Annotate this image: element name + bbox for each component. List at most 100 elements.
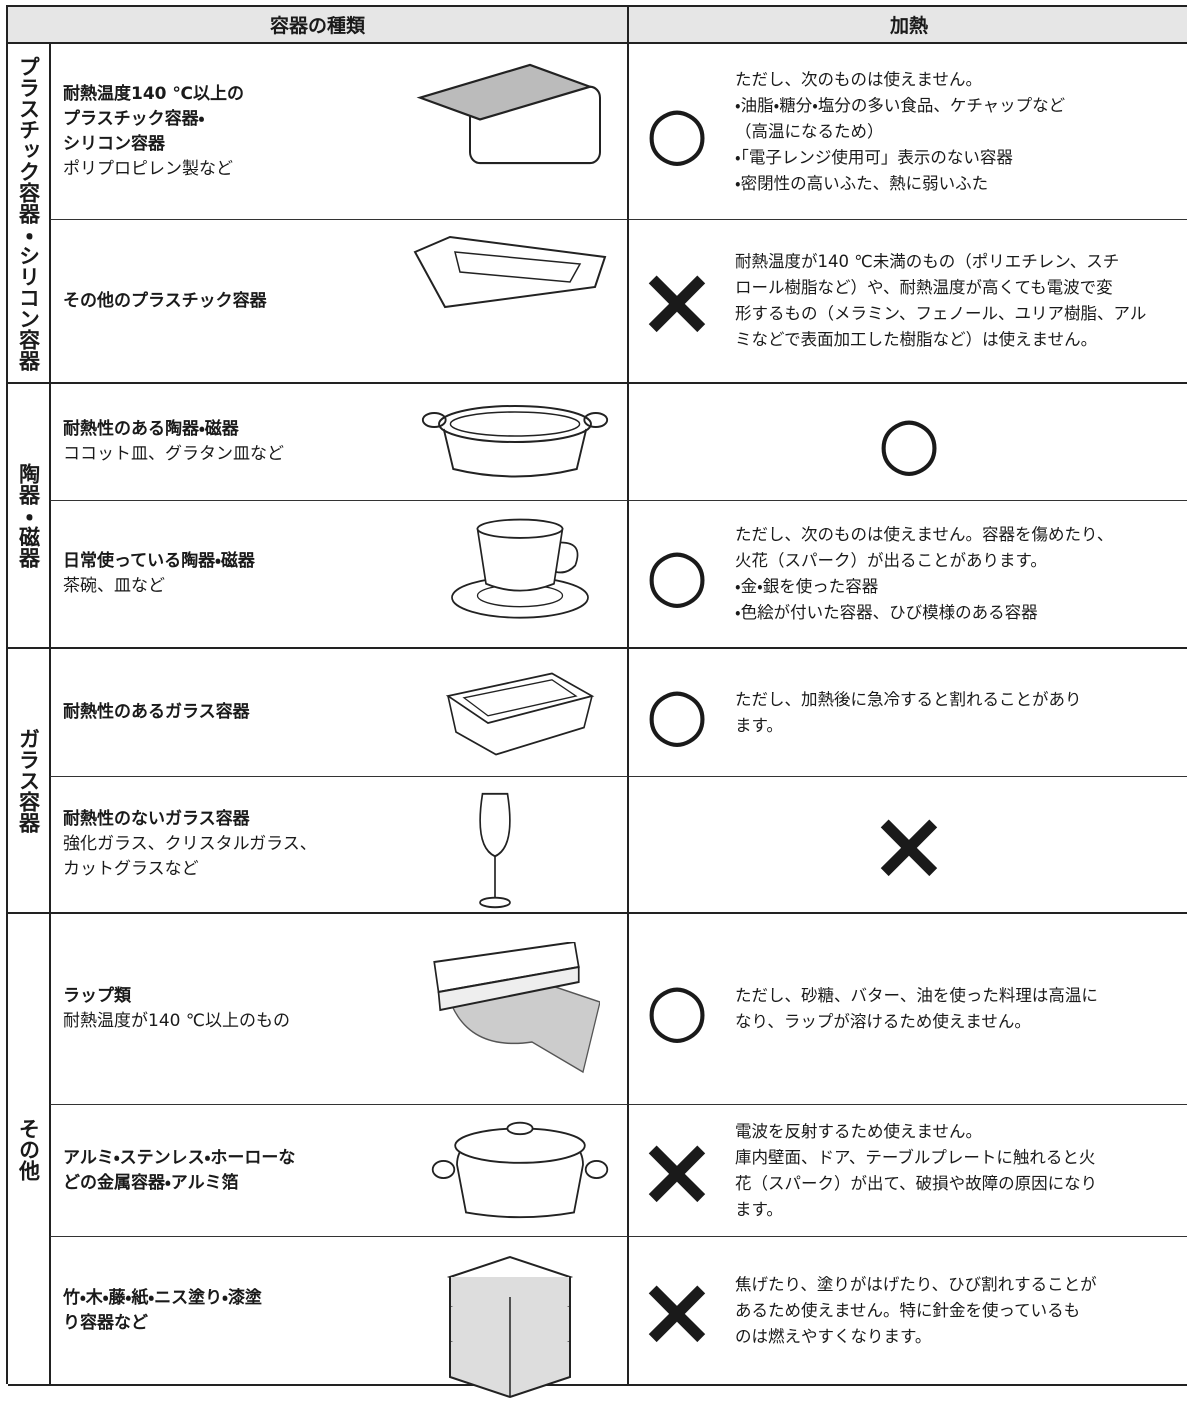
note-line: ・「電子レンジ使用可」表示のない容器 <box>735 147 1013 167</box>
container-name: アルミ・ステンレス・ホーローな <box>63 1147 296 1168</box>
container-name: 耐熱性のある陶器・磁器 <box>63 419 239 439</box>
container-sub: ポリプロピレン製など <box>63 158 233 179</box>
note-line: 電波を反射するため使えません。 <box>735 1121 983 1141</box>
mark-circle: ○ <box>645 670 709 755</box>
note-line: 火花（スパーク）が出ることがあります。 <box>735 551 1047 570</box>
illustration-svg <box>445 672 595 756</box>
mark-circle: ○ <box>645 967 709 1051</box>
container-cell: アルミ・ステンレス・ホーローな どの金属容器・アルミ箔 <box>49 1105 629 1237</box>
container-text: ラップ類 耐熱温度が140 ℃以上のもの <box>63 914 290 1104</box>
mark-circle: ○ <box>877 400 941 484</box>
container-illustration <box>420 394 610 484</box>
container-name: 耐熱性のあるガラス容器 <box>63 702 250 722</box>
container-sub: ココット皿、グラタン皿など <box>63 444 284 464</box>
note-line: なり、ラップが溶けるため使えません。 <box>735 1012 1031 1031</box>
note-line: （高温になるため） <box>735 121 884 141</box>
container-illustration <box>440 1252 580 1402</box>
illustration-svg <box>446 1255 574 1399</box>
container-name: 日常使っている陶器・磁器 <box>63 551 255 571</box>
container-illustration <box>430 940 601 1082</box>
container-cell: 日常使っている陶器・磁器 茶碗、皿など <box>49 501 629 649</box>
note-line: ただし、次のものは使えません。 <box>735 69 983 89</box>
note-line: ます。 <box>735 715 783 735</box>
container-cell: 耐熱性のある陶器・磁器ココット皿、グラタン皿など <box>49 384 629 501</box>
container-text: 耐熱温度140 ℃以上の プラスチック容器・ シリコン容器 ポリプロピレン製など <box>63 44 244 219</box>
heating-cell: ○ ただし、次のものは使えません。容器を傷めたり、 火花（スパーク）が出ることがあり… <box>629 501 1187 649</box>
container-text: 耐熱性のないガラス容器強化ガラス、クリスタルガラス、 カットグラスなど <box>63 777 317 912</box>
illustration-svg <box>416 63 601 165</box>
heating-cell: ○ ただし、砂糖、バター、油を使った料理は高温に なり、ラップが溶けるため使えません… <box>629 914 1187 1105</box>
illustration-svg <box>431 1121 609 1219</box>
note-line: 花（スパーク）が出て、破損や故障の原因になり <box>735 1173 1098 1193</box>
note-line: ます。 <box>735 1199 783 1219</box>
container-text: アルミ・ステンレス・ホーローな どの金属容器・アルミ箔 <box>63 1105 295 1236</box>
heating-cell: × 電波を反射するため使えません。 庫内壁面、ドア、テーブルプレートに触れると火 花（… <box>629 1105 1187 1237</box>
container-name: シリコン容器 <box>63 133 165 154</box>
illustration-svg <box>433 940 601 1074</box>
heating-cell: × 焦げたり、塗りがはげたり、ひび割れすることが あるため使えません。特に針金を使っ… <box>629 1237 1187 1386</box>
container-text: 竹・木・藤・紙・ニス塗り・漆塗 り容器など <box>63 1237 262 1384</box>
container-sub: 茶碗、皿など <box>63 576 165 596</box>
heating-cell: ○ ただし、加熱後に急冷すると割れることがあり ます。 <box>629 649 1187 777</box>
group-label: ガラス容器 <box>8 649 49 914</box>
note-line: ただし、加熱後に急冷すると割れることがあり <box>735 689 1082 709</box>
note-line: 耐熱温度が140 ℃未満のもの（ポリエチレン、スチ <box>735 252 1120 271</box>
note-line: ただし、次のものは使えません。容器を傷めたり、 <box>735 525 1114 544</box>
heating-note: ただし、砂糖、バター、油を使った料理は高温に なり、ラップが溶けるため使えません。 <box>735 914 1098 1104</box>
note-line: ロール樹脂など）や、耐熱温度が高くても電波で変 <box>735 278 1113 297</box>
container-name: どの金属容器・アルミ箔 <box>63 1172 239 1193</box>
heating-cell: ○ <box>629 384 1187 501</box>
container-cell: 耐熱性のないガラス容器強化ガラス、クリスタルガラス、 カットグラスなど <box>49 777 629 914</box>
container-cell: 竹・木・藤・紙・ニス塗り・漆塗 り容器など <box>49 1237 629 1399</box>
note-line: 形するもの（メラミン、フェノール、ユリア樹脂、アル <box>735 304 1147 323</box>
container-sub: カットグラスなど <box>63 859 199 879</box>
container-name: 耐熱温度140 ℃以上の <box>63 83 244 104</box>
note-line: ただし、砂糖、バター、油を使った料理は高温に <box>735 986 1098 1005</box>
note-line: ミなどで表面加工した樹脂など）は使えません。 <box>735 330 1098 349</box>
heating-note: 耐熱温度が140 ℃未満のもの（ポリエチレン、スチ ロール樹脂など）や、耐熱温度が… <box>735 220 1146 382</box>
heating-cell: × 耐熱温度が140 ℃未満のもの（ポリエチレン、スチ ロール樹脂など）や、耐熱温度… <box>629 220 1187 384</box>
mark-cross: × <box>636 1114 718 1227</box>
note-line: ・密閉性の高いふた、熱に弱いふた <box>735 173 989 193</box>
note-line: ・色絵が付いた容器、ひび模様のある容器 <box>735 603 1038 622</box>
mark-cross: × <box>636 245 718 357</box>
container-text: 日常使っている陶器・磁器 茶碗、皿など <box>63 501 255 647</box>
container-cell: 耐熱性のあるガラス容器 <box>49 649 629 777</box>
container-illustration <box>440 669 600 759</box>
container-illustration <box>410 232 610 312</box>
container-sub: 強化ガラス、クリスタルガラス、 <box>63 834 317 854</box>
illustration-svg <box>421 405 609 478</box>
group-label: プラスチック容器・シリコン容器 <box>8 44 49 384</box>
heating-note: 電波を反射するため使えません。庫内壁面、ドア、テーブルプレートに触れると火 花（ス… <box>735 1105 1097 1236</box>
note-line: ・金・銀を使った容器 <box>735 577 879 596</box>
header-left: 容器の種類 <box>8 7 629 44</box>
note-line: あるため使えません。特に針金を使っているも <box>735 1300 1081 1320</box>
group-label: 陶器・磁器 <box>8 384 49 649</box>
heating-note: ただし、次のものは使えません。容器を傷めたり、 火花（スパーク）が出ることがありま… <box>735 501 1113 647</box>
illustration-svg <box>413 235 607 309</box>
heating-note: 焦げたり、塗りがはげたり、ひび割れすることが あるため使えません。特に針金を使って… <box>735 1237 1097 1384</box>
container-name: その他のプラスチック容器 <box>63 290 267 311</box>
heating-note: ただし、加熱後に急冷すると割れることがあり ます。 <box>735 649 1082 776</box>
note-line: 庫内壁面、ドア、テーブルプレートに触れると火 <box>735 1147 1096 1167</box>
illustration-svg <box>451 518 589 619</box>
container-sub: 耐熱温度が140 ℃以上のもの <box>63 1011 290 1031</box>
container-text: その他のプラスチック容器 <box>63 220 267 382</box>
container-text: 耐熱性のある陶器・磁器ココット皿、グラタン皿など <box>63 384 284 500</box>
container-illustration <box>410 54 610 174</box>
heating-note: ただし、次のものは使えません。・油脂・糖分・塩分の多い食品、ケチャップなど （高温… <box>735 44 1065 219</box>
illustration-svg <box>479 792 511 909</box>
container-illustration <box>470 789 520 914</box>
container-name: り容器など <box>63 1312 148 1333</box>
mark-circle: ○ <box>645 89 709 174</box>
note-line: 焦げたり、塗りがはげたり、ひび割れすることが <box>735 1274 1097 1294</box>
container-name: 耐熱性のないガラス容器 <box>63 809 250 829</box>
note-line: のは燃えやすくなります。 <box>735 1326 932 1346</box>
container-text: 耐熱性のあるガラス容器 <box>63 649 250 776</box>
mark-cross: × <box>868 788 950 901</box>
header-right: 加熱 <box>629 7 1187 44</box>
mark-circle: ○ <box>645 532 709 616</box>
note-line: ・油脂・糖分・塩分の多い食品、ケチャップなど <box>735 95 1066 115</box>
container-name: 竹・木・藤・紙・ニス塗り・漆塗 <box>63 1287 262 1308</box>
